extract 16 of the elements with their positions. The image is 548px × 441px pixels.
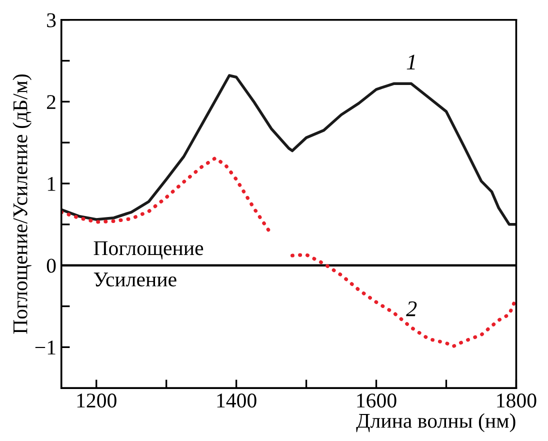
annotation: Усиление	[94, 272, 176, 287]
x-tick-label: 1800	[497, 394, 536, 408]
y-tick-label: 0	[46, 258, 56, 273]
x-axis-title: Длина волны (нм)	[356, 413, 516, 432]
y-tick-label: 1	[48, 176, 56, 191]
x-tick-label: 1400	[217, 394, 256, 408]
x-tick-label: 1200	[77, 394, 116, 408]
series-label: 1	[406, 54, 415, 70]
y-axis-title: Поглощение/Усиление (дБ/м)	[12, 74, 32, 334]
line-series	[61, 74, 516, 226]
x-tick-label: 1600	[357, 394, 396, 408]
y-tick-label: −1	[35, 340, 56, 354]
y-tick-label: 2	[47, 95, 56, 109]
annotation: Поглощение	[94, 241, 204, 260]
series-label: 2	[406, 301, 417, 316]
y-tick-label: 3	[47, 13, 56, 28]
